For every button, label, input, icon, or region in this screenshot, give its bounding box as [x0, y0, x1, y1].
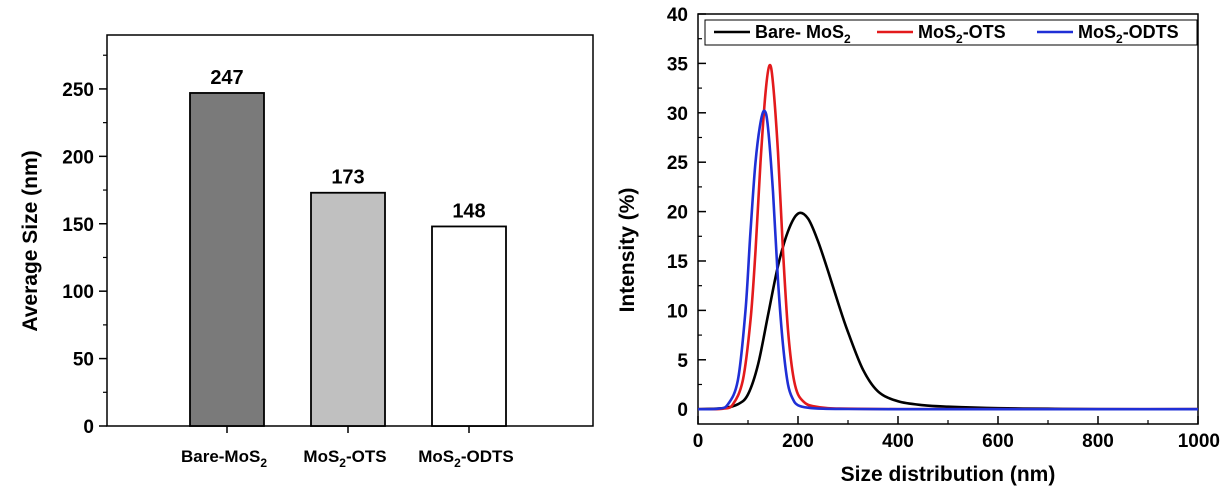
legend-box [704, 19, 1198, 46]
line-y-tick-label: 15 [667, 252, 689, 273]
label-subscript: 2 [260, 456, 267, 470]
bar-chart-y-ticks: 0 50 100 150 200 250 [62, 54, 107, 438]
line-chart-legend: Bare- MoS2 MoS2-OTS MoS2-ODTS [714, 22, 1179, 46]
label-suffix: -ODTS [461, 447, 514, 466]
line-y-tick-label: 5 [677, 351, 688, 372]
legend-label: MoS2-ODTS [1078, 22, 1179, 46]
bar [310, 191, 386, 427]
label-base: MoS [918, 22, 956, 42]
bar-data-label: 148 [452, 200, 485, 222]
line-chart-series [697, 63, 1199, 411]
label-base: Bare- MoS [755, 22, 844, 42]
line-x-tick-label: 800 [1082, 431, 1114, 452]
bar-y-tick-label: 50 [73, 350, 94, 371]
label-base: MoS [1078, 22, 1116, 42]
line-chart-y-ticks: 0 5 10 15 20 25 30 35 40 [667, 5, 706, 421]
bar-category-label: MoS2-OTS [303, 447, 386, 470]
line-y-tick-label: 20 [667, 203, 688, 224]
line-x-tick-label: 400 [882, 431, 914, 452]
label-subscript: 2 [454, 456, 461, 470]
bar-category-label: Bare-MoS2 [181, 447, 267, 470]
label-suffix: -ODTS [1123, 22, 1179, 42]
label-suffix: -OTS [346, 447, 387, 466]
line-chart-x-ticks: 0 200 400 600 800 1000 [693, 416, 1220, 452]
bar-y-tick-label: 250 [62, 80, 94, 101]
label-suffix: -OTS [963, 22, 1006, 42]
line-x-tick-label: 1000 [1178, 431, 1220, 452]
label-subscript: 2 [844, 32, 851, 46]
bar-chart-data-labels: 247 173 148 [210, 67, 485, 222]
bar-data-label: 173 [331, 167, 364, 189]
line-x-tick-label: 200 [782, 431, 814, 452]
bar-y-tick-label: 100 [62, 282, 94, 303]
line-x-tick-label: 0 [693, 431, 704, 452]
line-y-tick-label: 25 [667, 153, 689, 174]
line-y-tick-label: 40 [667, 5, 688, 26]
bar-chart-categories: Bare-MoS2 MoS2-OTS MoS2-ODTS [181, 426, 514, 470]
series-line-1 [697, 63, 1199, 411]
series-line-0 [697, 211, 1199, 411]
label-base: Bare-MoS [181, 447, 260, 466]
line-y-tick-label: 0 [677, 400, 688, 421]
line-y-tick-label: 10 [667, 301, 688, 322]
bar-y-tick-label: 150 [62, 215, 94, 236]
bar-data-label: 247 [210, 67, 243, 89]
label-subscript: 2 [956, 32, 963, 46]
bar-chart-bars [189, 92, 507, 427]
legend-label: MoS2-OTS [918, 22, 1006, 46]
bar-y-tick-label: 0 [83, 417, 94, 438]
line-chart-x-axis-title: Size distribution (nm) [841, 463, 1056, 486]
bar-category-label: MoS2-ODTS [418, 447, 513, 470]
label-subscript: 2 [1116, 32, 1123, 46]
bar [189, 92, 265, 427]
line-chart-y-axis-title: Intensity (%) [616, 188, 639, 313]
bar-chart-y-axis-title: Average Size (nm) [19, 150, 42, 331]
legend-label: Bare- MoS2 [755, 22, 851, 46]
line-y-tick-label: 30 [667, 104, 688, 125]
label-base: MoS [303, 447, 339, 466]
bar-y-tick-label: 200 [62, 147, 94, 168]
bar [431, 225, 507, 427]
line-y-tick-label: 35 [667, 54, 689, 75]
series-line-2 [697, 109, 1199, 411]
line-chart-panel: 0 5 10 15 20 25 30 35 40 0 200 400 600 800 1000 Bare-… [616, 5, 1220, 486]
line-x-tick-label: 600 [982, 431, 1014, 452]
label-base: MoS [418, 447, 454, 466]
label-subscript: 2 [339, 456, 346, 470]
